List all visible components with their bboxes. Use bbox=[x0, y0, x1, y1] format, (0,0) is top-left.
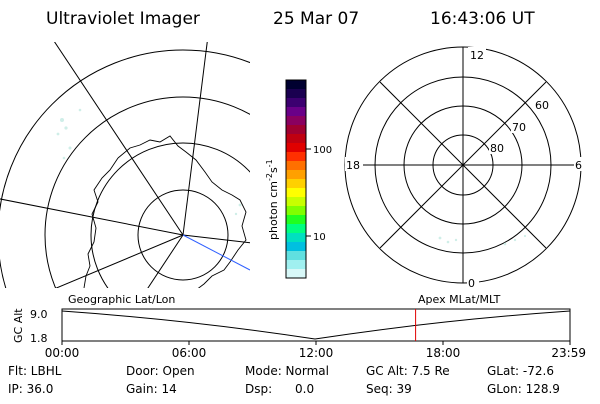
colorbar-cell bbox=[286, 125, 306, 135]
colorbar-cell bbox=[286, 233, 306, 243]
observation-time: 16:43:06 UT bbox=[430, 9, 535, 29]
mlt-6-label: 6 bbox=[575, 159, 582, 172]
mlat-70-label: 70 bbox=[512, 121, 526, 134]
orbit-track bbox=[182, 234, 250, 271]
time-tick-label: 23:59 bbox=[551, 346, 586, 360]
geo-meridian bbox=[182, 42, 208, 236]
colorbar-cell bbox=[286, 152, 306, 162]
status-door: Door: Open bbox=[126, 364, 195, 378]
mlat-80-label: 80 bbox=[490, 142, 504, 155]
geo-meridian bbox=[54, 42, 184, 236]
altitude-frame bbox=[61, 308, 571, 342]
geo-meridian bbox=[147, 234, 184, 288]
colorbar-cell bbox=[286, 161, 306, 171]
colorbar-cell bbox=[286, 98, 306, 108]
colorbar-cell bbox=[286, 224, 306, 234]
polar-diagonal bbox=[379, 81, 547, 249]
geo-lat-circle-2 bbox=[90, 142, 250, 288]
mlt-18-label: 18 bbox=[346, 159, 360, 172]
status-dsp: Dsp: 0.0 bbox=[245, 382, 314, 396]
colorbar-cell bbox=[286, 107, 306, 117]
mlat-60-label: 60 bbox=[535, 99, 549, 112]
colorbar-cell bbox=[286, 251, 306, 261]
time-tick-label: 18:00 bbox=[426, 346, 461, 360]
geo-meridian bbox=[182, 234, 250, 244]
colorbar-tick-100: 100 bbox=[313, 145, 332, 156]
colorbar-unit-label: photon cm-2s-1 bbox=[265, 159, 280, 240]
altitude-y-high: 9.0 bbox=[30, 308, 48, 321]
colorbar: 100 10 photon cm-2s-1 bbox=[265, 79, 332, 279]
colorbar-cell bbox=[286, 80, 306, 90]
altitude-curve bbox=[61, 310, 571, 340]
status-gc-alt: GC Alt: 7.5 Re bbox=[366, 364, 450, 378]
geo-lat-circle-3 bbox=[44, 96, 250, 288]
colorbar-tick-10: 10 bbox=[313, 232, 326, 243]
instrument-title: Ultraviolet Imager bbox=[46, 9, 200, 29]
geographic-map: Geographic Lat/Lon bbox=[0, 42, 250, 306]
geo-meridian bbox=[0, 198, 184, 236]
time-tick-label: 00:00 bbox=[45, 346, 80, 360]
status-ip: IP: 36.0 bbox=[8, 382, 53, 396]
colorbar-cell bbox=[286, 215, 306, 225]
geo-lat-circle-4 bbox=[0, 49, 250, 288]
status-filter: Flt: LBHL bbox=[8, 364, 62, 378]
status-gain: Gain: 14 bbox=[126, 382, 177, 396]
polar-plot-label: Apex MLat/MLT bbox=[418, 293, 501, 306]
colorbar-cell bbox=[286, 170, 306, 180]
colorbar-cell bbox=[286, 89, 306, 99]
colorbar-cell bbox=[286, 179, 306, 189]
altitude-y-low: 1.8 bbox=[30, 332, 48, 345]
mlt-0-label: 0 bbox=[468, 277, 475, 290]
mlt-12-label: 12 bbox=[470, 49, 484, 62]
polar-plot bbox=[344, 46, 582, 284]
colorbar-frame bbox=[285, 79, 307, 279]
time-tick-label: 12:00 bbox=[299, 346, 334, 360]
geo-meridian bbox=[55, 234, 184, 288]
geo-lat-circle-1 bbox=[137, 189, 229, 281]
colorbar-cell bbox=[286, 197, 306, 207]
observation-date: 25 Mar 07 bbox=[273, 9, 359, 29]
colorbar-cell bbox=[286, 188, 306, 198]
status-mode: Mode: Normal bbox=[245, 364, 329, 378]
geo-map-label: Geographic Lat/Lon bbox=[68, 293, 175, 306]
colorbar-cell bbox=[286, 116, 306, 126]
status-seq: Seq: 39 bbox=[366, 382, 412, 396]
antarctica-coastline bbox=[83, 135, 247, 288]
colorbar-cell bbox=[286, 134, 306, 144]
colorbar-cell bbox=[286, 206, 306, 216]
time-tick-label: 06:00 bbox=[172, 346, 207, 360]
status-glon: GLon: 128.9 bbox=[487, 382, 560, 396]
colorbar-cell bbox=[286, 143, 306, 153]
altitude-strip: 00:00 06:00 12:00 18:00 23:59 GC Alt 9.0 1.8 bbox=[12, 308, 586, 360]
colorbar-cell bbox=[286, 260, 306, 270]
colorbar-cell bbox=[286, 242, 306, 252]
status-panel: Flt: LBHL IP: 36.0 Door: Open Gain: 14 M… bbox=[8, 364, 560, 396]
status-glat: GLat: -72.6 bbox=[487, 364, 554, 378]
altitude-axis-label: GC Alt bbox=[12, 308, 25, 343]
colorbar-cell bbox=[286, 269, 306, 279]
